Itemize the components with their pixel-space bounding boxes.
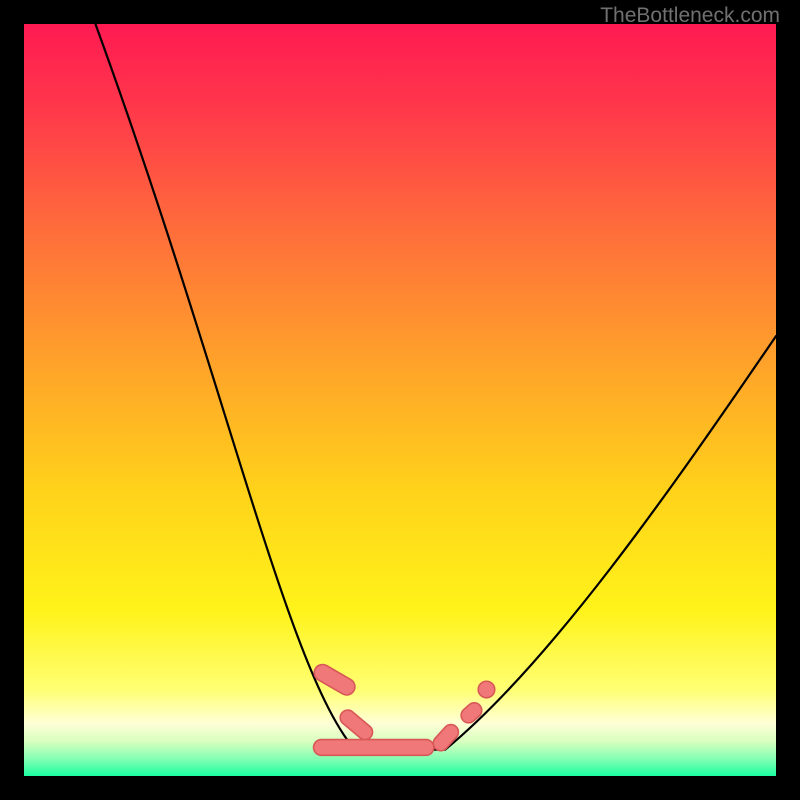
watermark-text: TheBottleneck.com <box>600 4 780 28</box>
trough-capsule <box>314 740 434 756</box>
chart-svg <box>0 0 800 800</box>
trough-dot <box>478 681 495 698</box>
plot-background <box>24 24 776 776</box>
chart-stage: TheBottleneck.com <box>0 0 800 800</box>
